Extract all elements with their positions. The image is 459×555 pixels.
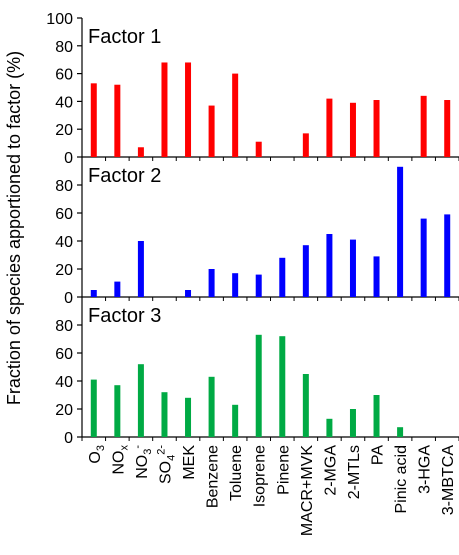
y-tick-label: 40 xyxy=(55,374,73,391)
bar-toluene xyxy=(232,73,239,157)
x-tick-label: 3-MBTCA xyxy=(440,445,457,516)
bar-so42- xyxy=(161,62,168,158)
bar-pa xyxy=(373,100,380,157)
x-tick-label: Toluene xyxy=(228,445,245,501)
bar-2-mtls xyxy=(349,102,356,157)
y-tick-label: 60 xyxy=(55,346,73,363)
bar-2-mtls xyxy=(349,409,356,437)
x-tick-label: MACR+MVK xyxy=(299,445,316,536)
bar-benzene xyxy=(208,269,215,297)
bar-toluene xyxy=(232,404,239,437)
y-tick-label: 20 xyxy=(55,402,73,419)
x-tick-label: NO3- xyxy=(132,445,154,479)
bar-3-mbtca xyxy=(444,100,451,157)
bar-nox xyxy=(114,385,121,437)
y-tick-label: 40 xyxy=(55,94,73,111)
x-tick-label: Isoprene xyxy=(252,445,269,507)
bar-macr-mvk xyxy=(302,374,309,437)
bar-pa xyxy=(373,395,380,437)
bar-pinic-acid xyxy=(397,166,404,297)
y-axis-label: Fraction of species apportioned to facto… xyxy=(4,51,24,405)
bar-macr-mvk xyxy=(302,133,309,157)
bar-nox xyxy=(114,281,121,297)
y-tick-label: 80 xyxy=(55,178,73,195)
series-title: Factor 2 xyxy=(88,165,161,187)
y-tick-label: 60 xyxy=(55,206,73,223)
y-tick-label: 0 xyxy=(64,290,73,307)
series-title: Factor 1 xyxy=(88,26,161,48)
bar-benzene xyxy=(208,105,215,157)
bar-no3- xyxy=(137,147,144,157)
x-tick-label: Pinic acid xyxy=(393,445,410,513)
bar-so42- xyxy=(161,392,168,437)
x-tick-label: MEK xyxy=(181,445,198,480)
bar-pinene xyxy=(279,336,286,437)
x-tick-label: 3-HGA xyxy=(417,445,434,494)
bar-toluene xyxy=(232,273,239,297)
bar-benzene xyxy=(208,376,215,437)
bar-pa xyxy=(373,256,380,297)
bar-macr-mvk xyxy=(302,245,309,297)
bar-o3 xyxy=(90,290,97,297)
panel-factor-3: 0 20 40 60 80 Factor 3 xyxy=(55,297,459,447)
y-tick-label: 0 xyxy=(64,430,73,447)
bar-2-mga xyxy=(326,98,333,157)
bar-no3- xyxy=(137,364,144,437)
y-tick-label: 80 xyxy=(55,318,73,335)
bar-mek xyxy=(185,62,192,158)
panel-factor-1: 0 20 40 60 80 100 Factor 1 xyxy=(46,11,459,167)
bar-o3 xyxy=(90,379,97,437)
bar-3-hga xyxy=(420,95,427,157)
x-tick-label: Benzene xyxy=(205,445,222,508)
x-tick-label: SO42- xyxy=(155,445,177,484)
bar-isoprene xyxy=(255,274,262,297)
bar-no3- xyxy=(137,241,144,297)
bar-mek xyxy=(185,397,192,437)
bar-2-mtls xyxy=(349,239,356,297)
panel-factor-2: 0 20 40 60 80 Factor 2 xyxy=(55,157,459,307)
bar-pinic-acid xyxy=(397,427,404,437)
series-title: Factor 3 xyxy=(88,305,161,327)
bar-mek xyxy=(185,290,192,297)
y-tick-label: 20 xyxy=(55,262,73,279)
y-tick-label: 100 xyxy=(46,11,73,28)
bar-o3 xyxy=(90,83,97,157)
bar-nox xyxy=(114,84,121,157)
y-tick-label: 80 xyxy=(55,39,73,56)
bar-3-mbtca xyxy=(444,214,451,297)
bar-pinene xyxy=(279,257,286,297)
y-tick-label: 60 xyxy=(55,67,73,84)
y-tick-label: 20 xyxy=(55,122,73,139)
x-tick-label: 2-MTLs xyxy=(346,445,363,499)
x-tick-label: O3 xyxy=(87,445,107,464)
y-tick-label: 40 xyxy=(55,234,73,251)
x-tick-label: PA xyxy=(370,445,387,465)
bar-isoprene xyxy=(255,334,262,437)
x-tick-label: NOx xyxy=(110,445,130,475)
bar-isoprene xyxy=(255,141,262,157)
x-tick-label: Pinene xyxy=(275,445,292,495)
y-tick-label: 0 xyxy=(64,150,73,167)
bar-3-hga xyxy=(420,218,427,297)
x-tick-label: 2-MGA xyxy=(322,445,339,496)
bar-2-mga xyxy=(326,418,333,437)
bar-2-mga xyxy=(326,234,333,297)
